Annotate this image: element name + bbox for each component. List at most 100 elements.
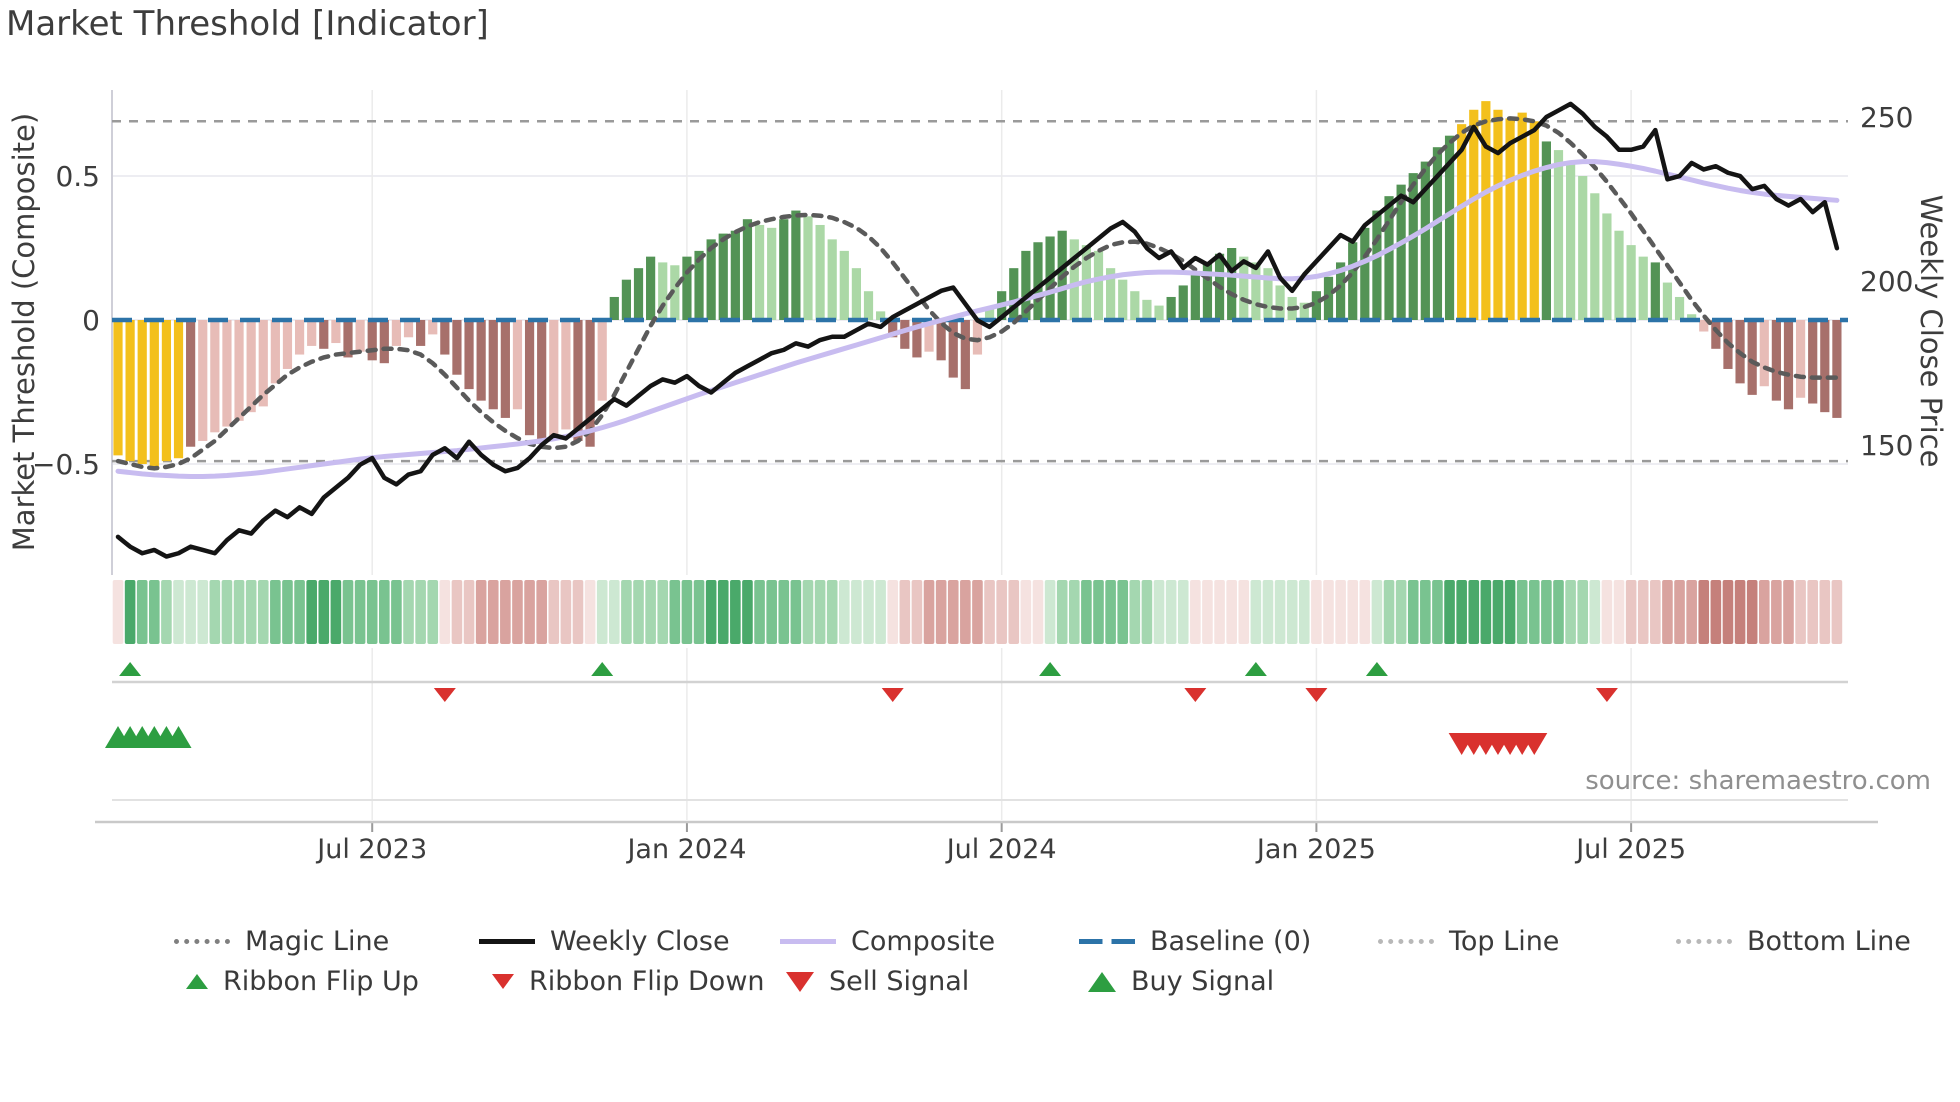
threshold-bar [452, 320, 462, 375]
ribbon-cell [693, 580, 705, 644]
ribbon-flip-down-marker [1184, 688, 1207, 702]
threshold-bar [391, 320, 402, 346]
ribbon-cell [1577, 580, 1589, 644]
threshold-bar [633, 268, 644, 320]
ribbon-cell [1068, 580, 1080, 644]
legend-item-weekly-close: Weekly Close [479, 926, 730, 957]
ribbon-cell [645, 580, 656, 644]
dashed-line-icon [1079, 939, 1135, 944]
threshold-bar [1384, 196, 1394, 320]
ribbon-cell [1262, 580, 1274, 644]
threshold-bar [851, 268, 862, 320]
ribbon-cell [935, 580, 947, 644]
ribbon-cell [475, 580, 487, 644]
ribbon-cell [1323, 580, 1334, 644]
ribbon-cell [1359, 580, 1371, 644]
threshold-bar [416, 320, 426, 346]
threshold-bar [1795, 320, 1806, 398]
threshold-bar [173, 320, 184, 459]
threshold-bar [1783, 320, 1794, 410]
legend-label: Weekly Close [550, 926, 730, 957]
ribbon-cell [379, 580, 390, 644]
threshold-bar [754, 224, 765, 320]
ribbon-cell [826, 580, 838, 644]
threshold-bar [694, 250, 704, 320]
legend-item-ribbon-flip-down: Ribbon Flip Down [492, 966, 765, 997]
threshold-bar [1420, 161, 1430, 320]
threshold-bar [718, 233, 728, 320]
threshold-bar [282, 320, 293, 369]
ribbon-cell [572, 580, 584, 644]
ribbon-cell [403, 580, 414, 644]
ribbon-cell [1795, 580, 1806, 644]
ribbon-cell [1492, 580, 1504, 644]
legend-label: Baseline (0) [1150, 926, 1312, 957]
threshold-bar [1372, 210, 1382, 320]
threshold-bar [379, 320, 389, 364]
ribbon-cell [354, 580, 366, 644]
triangle-down-icon [492, 974, 514, 989]
threshold-bar [912, 320, 922, 358]
ribbon-cell [233, 580, 245, 644]
threshold-bar [1578, 176, 1588, 320]
threshold-bar [730, 230, 740, 320]
threshold-bar [476, 320, 486, 401]
threshold-bar [319, 320, 329, 349]
right-tick-label: 200 [1860, 265, 1913, 298]
legend-label: Top Line [1449, 926, 1560, 957]
legend-item-sell-signal: Sell Signal [786, 966, 969, 997]
ribbon-cell [536, 580, 547, 644]
threshold-bar [1251, 262, 1261, 320]
ribbon-cell [1165, 580, 1177, 644]
threshold-bar [1771, 320, 1781, 401]
threshold-bar [549, 320, 559, 439]
threshold-bar [1529, 121, 1539, 320]
ribbon-flip-down-marker [1595, 688, 1618, 702]
ribbon-cell [681, 580, 693, 644]
threshold-bar [428, 320, 438, 335]
ribbon-flip-down-marker [1305, 688, 1328, 702]
ribbon-cell [197, 580, 209, 644]
ribbon-flip-up-marker [1244, 662, 1267, 676]
legend-item-ribbon-flip-up: Ribbon Flip Up [186, 966, 419, 997]
ribbon-cell [778, 580, 790, 644]
threshold-bar [561, 320, 571, 430]
threshold-bar [658, 262, 668, 320]
ribbon-cell [584, 580, 596, 644]
threshold-bar [779, 219, 789, 320]
ribbon-cell [1734, 580, 1746, 644]
ribbon-cell [366, 580, 378, 644]
ribbon-cell [705, 580, 717, 644]
threshold-bar [331, 320, 341, 344]
triangle-up-icon [186, 974, 208, 989]
legend-item-baseline-0-: Baseline (0) [1079, 926, 1311, 957]
threshold-bar [307, 320, 317, 346]
threshold-bar [1299, 302, 1309, 320]
ribbon-cell [1226, 580, 1237, 644]
ribbon-cell [1710, 580, 1722, 644]
threshold-bar [621, 279, 632, 320]
legend-item-top-line: Top Line [1378, 926, 1559, 957]
x-tick-label: Jul 2025 [1574, 834, 1686, 865]
threshold-bar [597, 320, 607, 401]
threshold-bar [113, 320, 123, 456]
ribbon-cell [487, 580, 499, 644]
threshold-bar [1493, 109, 1503, 320]
ribbon-cell [1129, 580, 1141, 644]
threshold-bar [149, 320, 159, 470]
threshold-bar [682, 256, 692, 320]
dotted-line-icon [1676, 939, 1732, 944]
threshold-bar [488, 320, 498, 410]
ribbon-cell [1637, 580, 1649, 644]
threshold-bar [791, 210, 801, 320]
threshold-bar [1408, 173, 1418, 320]
right-tick-label: 150 [1860, 429, 1913, 462]
threshold-bar [1687, 314, 1697, 320]
ribbon-cell [245, 580, 257, 644]
legend-label: Magic Line [245, 926, 390, 957]
ribbon-cell [742, 580, 753, 644]
threshold-bar [512, 320, 523, 410]
ribbon-cell [1044, 580, 1056, 644]
ribbon-cell [112, 580, 124, 644]
